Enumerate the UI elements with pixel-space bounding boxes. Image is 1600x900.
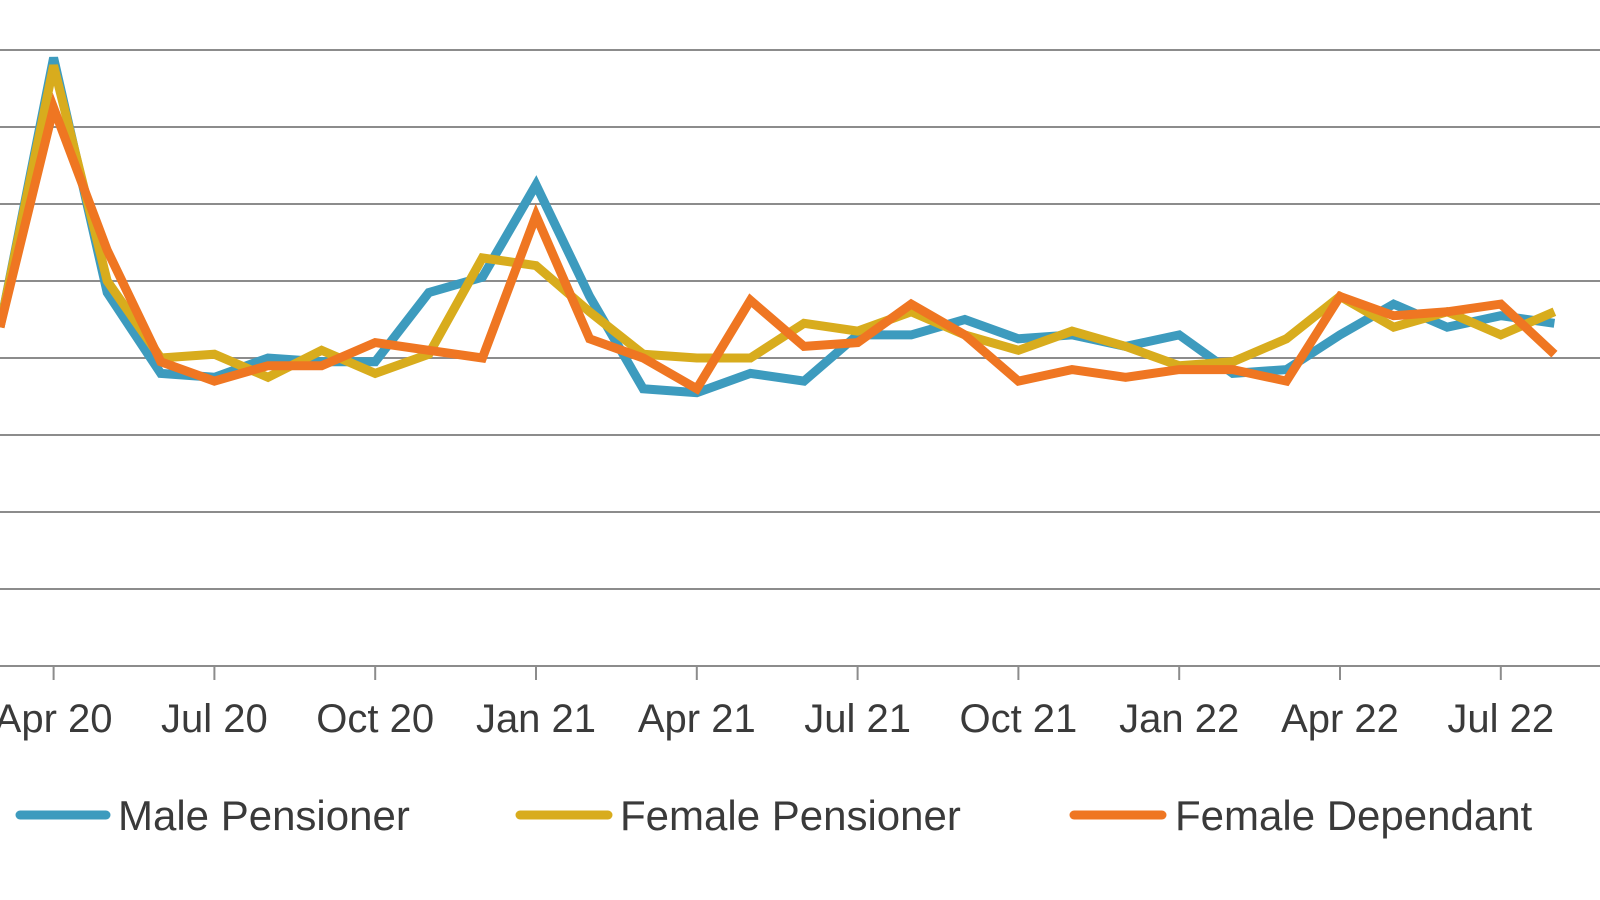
series-lines [0, 56, 1558, 398]
legend-label-female-dependant: Female Dependant [1175, 792, 1533, 839]
x-tick-label: Jan 22 [1119, 697, 1239, 741]
legend-label-female-pensioner: Female Pensioner [620, 792, 961, 839]
x-axis: Apr 20 Jul 20 Oct 20 Jan 21 Apr 21 Jul 21 Oct … [0, 665, 1600, 741]
x-tick-label: Oct 20 [316, 697, 434, 741]
x-tick-label: Jul 20 [161, 697, 268, 741]
x-tick-label: Jan 21 [476, 697, 596, 741]
legend: Male Pensioner Female Pensioner Female Dep… [15, 792, 1533, 839]
series-line-female-pensioner [0, 64, 1557, 383]
x-tick-label: Apr 22 [1281, 697, 1399, 741]
legend-label-male-pensioner: Male Pensioner [118, 792, 410, 839]
x-tick-label: Oct 21 [959, 697, 1077, 741]
series-line-female-dependant [0, 92, 1558, 395]
x-tick-label: Apr 20 [0, 697, 113, 741]
x-tick-label: Jul 21 [804, 697, 911, 741]
x-tick-label: Apr 21 [638, 697, 756, 741]
x-tick-label: Jul 22 [1447, 697, 1554, 741]
